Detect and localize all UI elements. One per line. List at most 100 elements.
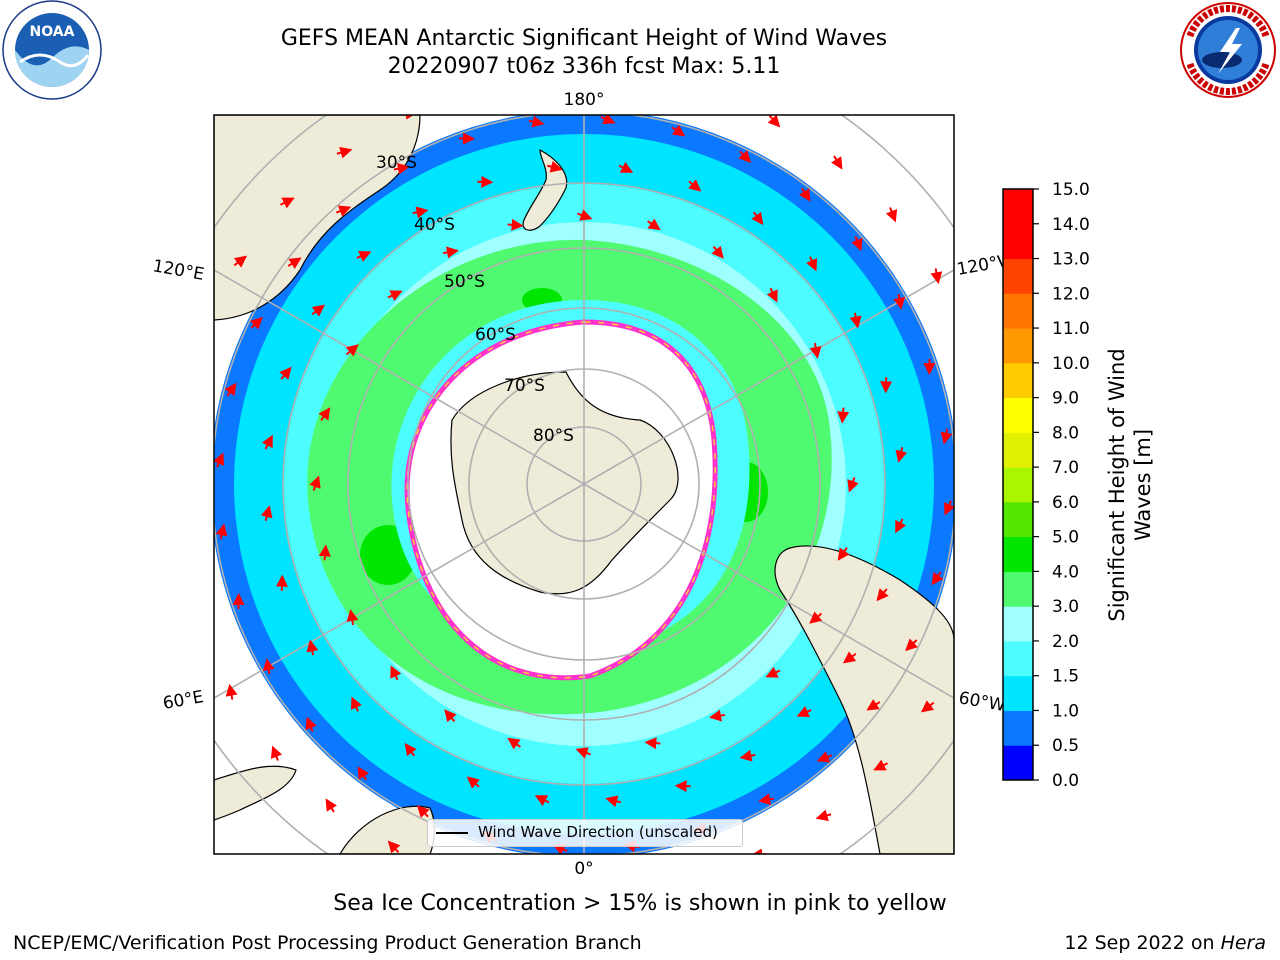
wave-arrow (837, 547, 850, 561)
wave-arrow (309, 475, 321, 491)
wave-arrow (940, 428, 953, 445)
wave-arrow (751, 211, 764, 226)
wave-arrow (920, 700, 935, 713)
wave-arrow (534, 795, 550, 807)
wave-arrow (224, 382, 237, 397)
colorbar-segment (1003, 571, 1033, 607)
colorbar-segment (1003, 258, 1033, 294)
colorbar-tick-label: 8.0 (1052, 423, 1079, 443)
colorbar-segment (1003, 432, 1033, 468)
wave-arrow (739, 749, 756, 762)
colorbar-segments (1003, 189, 1033, 781)
date-stamp: 12 Sep 2022 on Hera (1064, 932, 1266, 954)
wave-arrow (356, 250, 372, 262)
wave-direction-arrows (214, 115, 954, 854)
wave-arrow (873, 759, 889, 771)
lat-label-60s: 60°S (475, 325, 516, 345)
colorbar-segment (1003, 293, 1033, 329)
wave-arrow (799, 187, 811, 202)
wave-arrow (335, 205, 352, 217)
noaa-logo: NOAA (2, 0, 102, 100)
wave-arrow (390, 665, 402, 681)
colorbar-tick-label: 4.0 (1052, 562, 1079, 582)
map-legend: Wind Wave Direction (unscaled) (427, 819, 743, 847)
wave-arrow (412, 206, 429, 219)
lat-label-40s: 40°S (414, 215, 455, 235)
wave-arrow (930, 268, 943, 285)
colorbar-segment (1003, 606, 1033, 642)
wave-arrow (345, 344, 359, 357)
wave-arrow (261, 434, 273, 450)
wave-arrow (767, 115, 781, 128)
lat-label-50s: 50°S (444, 272, 485, 292)
wave-arrow (600, 115, 616, 125)
chart-subtitle: 20220907 t06z 336h fcst Max: 5.11 (387, 54, 781, 79)
colorbar-segment (1003, 328, 1033, 364)
africa-land (214, 765, 297, 821)
wave-arrow (796, 706, 812, 718)
colorbar-tick-label: 9.0 (1052, 389, 1079, 409)
colorbar-label-line1: Significant Height of Wind (1105, 348, 1129, 621)
wave-arrow (876, 588, 889, 602)
wave-arrow (895, 518, 907, 534)
colorbar-segment (1003, 640, 1033, 677)
colorbar-tick-label: 1.0 (1052, 701, 1079, 721)
colorbar-segment (1003, 397, 1033, 433)
colorbar-tick-label: 10.0 (1052, 354, 1090, 374)
wave-arrow (831, 155, 843, 170)
colorbar-segment (1003, 675, 1033, 711)
wave-arrow (528, 115, 545, 128)
map-frame (213, 114, 955, 855)
colorbar-tick-label: 15.0 (1052, 180, 1090, 200)
wave-arrow (305, 716, 317, 733)
wave-arrow (931, 571, 944, 586)
wave-arrow (350, 696, 362, 712)
wave-arrow (738, 150, 752, 163)
wave-arrow (809, 611, 823, 624)
colorbar-segment (1003, 189, 1033, 225)
wave-arrow (311, 304, 326, 317)
wave-arrow (466, 776, 480, 789)
colorbar-tick-label: 12.0 (1052, 284, 1090, 304)
colorbar-segment (1003, 362, 1033, 399)
legend-label: Wind Wave Direction (unscaled) (478, 823, 718, 841)
wave-arrow (711, 245, 724, 259)
wave-arrow (233, 255, 248, 268)
wave-arrow (849, 312, 862, 329)
wave-arrow (644, 737, 661, 750)
lat-label-30s: 30°S (376, 153, 417, 173)
colorbar-segment (1003, 536, 1033, 572)
colorbar-segment (1003, 710, 1033, 746)
wave-arrow (851, 235, 863, 252)
wave-arrow (895, 447, 908, 463)
colorbar-tick-label: 11.0 (1052, 319, 1090, 339)
wave-arrow (387, 840, 401, 854)
wave-arrow (943, 500, 954, 516)
credit-text: NCEP/EMC/Verification Post Processing Pr… (13, 932, 642, 954)
wave-arrow (306, 639, 319, 656)
colorbar-segment (1003, 467, 1033, 503)
wave-arrow (357, 766, 369, 781)
wave-arrow (416, 805, 430, 818)
wave-arrow (605, 795, 621, 808)
wave-arrow (765, 666, 781, 678)
wave-arrow (709, 709, 726, 722)
wave-arrow (671, 124, 686, 137)
noaa-logo-text: NOAA (30, 24, 75, 40)
colorbar-tick-label: 2.0 (1052, 632, 1079, 652)
wave-arrow (279, 197, 295, 209)
wave-arrow (346, 609, 359, 626)
colorbar-tick-label: 0.0 (1052, 771, 1079, 791)
colorbar-segment (1003, 745, 1033, 781)
colorbar-label-line2: Waves [m] (1131, 429, 1155, 541)
sea-ice-note: Sea Ice Concentration > 15% is shown in … (333, 891, 947, 916)
wave-arrow (387, 290, 403, 302)
colorbar-tick-label: 0.5 (1052, 736, 1079, 756)
colorbar-segment (1003, 223, 1033, 260)
longitude-gridlines (214, 115, 954, 854)
wave-arrow (758, 793, 775, 806)
wave-arrow (893, 293, 906, 310)
lat-label-70s: 70°S (504, 376, 545, 396)
